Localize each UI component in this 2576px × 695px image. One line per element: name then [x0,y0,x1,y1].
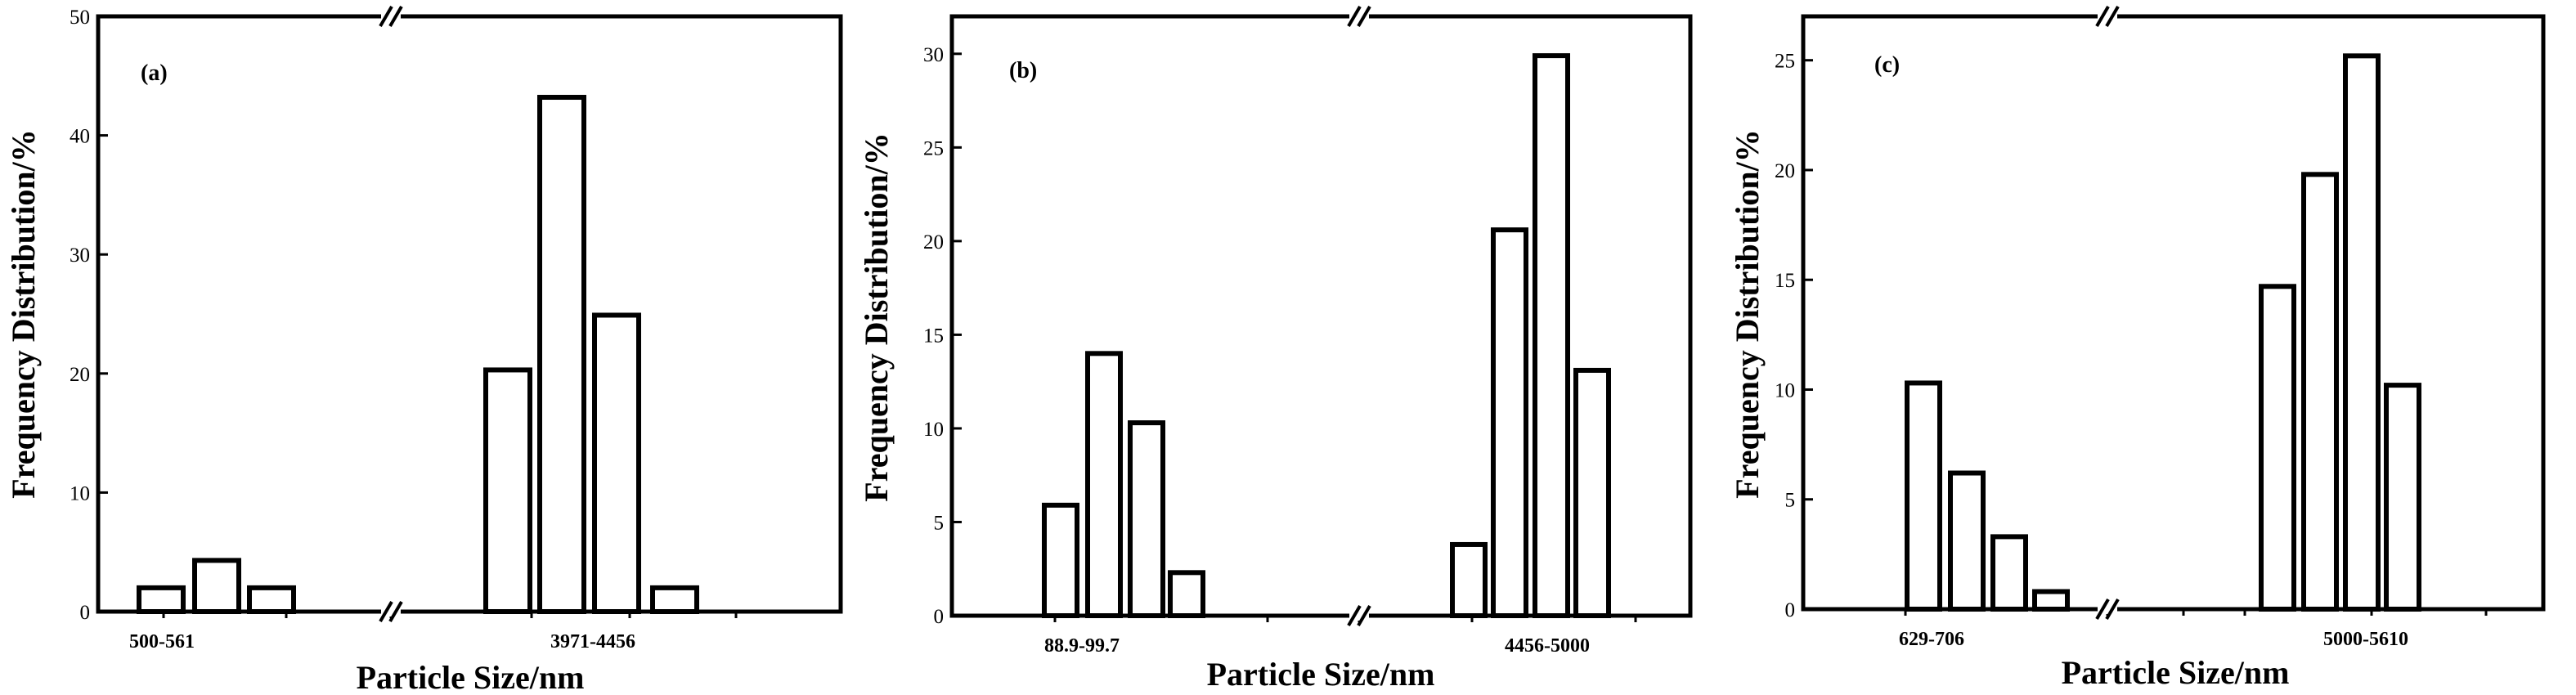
plot-frame [949,14,1693,618]
y-tick-label: 50 [70,7,90,29]
axis-break-slash [379,600,393,623]
bar [192,558,241,615]
x-category-label: 629-706 [1899,629,1964,650]
axis-break-slash [2105,598,2120,621]
y-tick-label: 5 [934,512,945,534]
y-axis-title: Frequency Distribution/% [1729,129,1766,499]
y-tick-label: 0 [80,602,91,624]
bar [1948,470,1986,612]
bar [1128,420,1165,618]
chart-panel-a: 0 10 20 30 40 50 500-561 3971-4456 (a) Particle S… [5,5,843,695]
y-tick-label: 15 [1775,270,1795,292]
axis-break-slash [1347,5,1362,28]
axis-break-top [1347,5,1371,28]
axis-break-slash [2095,5,2110,28]
x-category-label: 5000-5610 [2323,629,2408,650]
x-category-label: 4456-5000 [1505,635,1590,657]
y-tick-label: 10 [923,419,944,441]
y-axis-title: Frequency Distribution/% [858,132,895,502]
bar [2384,383,2421,612]
bar [592,312,641,614]
axis-break-slash [1347,604,1362,627]
y-tick-label: 30 [70,244,90,267]
bar [650,585,699,615]
axis-break-slash [1357,604,1371,627]
bar [2259,284,2296,612]
axis-break-bottom [2095,598,2120,621]
axis-break-top [2095,5,2120,28]
bar [1533,53,1570,618]
y-tick-label: 30 [923,44,944,66]
y-tick-label: 20 [923,231,944,253]
bar [2032,589,2070,612]
bar [1905,380,1942,612]
axis-break-top [379,5,403,28]
bar [1990,534,2028,612]
y-tick-label: 10 [70,482,90,504]
chart-panel-b: 0 5 10 15 20 25 30 88.9-99.7 4456-5000 (b) Particl… [858,5,1693,693]
y-tick-label: 15 [923,325,944,347]
bar [137,585,186,615]
bar [537,95,586,615]
bar [247,585,296,615]
y-tick-label: 0 [934,606,945,628]
axis-break-bottom [1347,604,1371,627]
axis-break-slash [1357,5,1371,28]
axis-break-slash [2105,5,2120,28]
axis-break-slash [388,5,403,28]
y-axis-title: Frequency Distribution/% [5,129,42,499]
bar [483,367,532,614]
x-axis-title: Particle Size/nm [1207,656,1435,693]
panel-label: (a) [141,61,168,86]
y-tick-label: 25 [1775,51,1795,73]
x-axis-title: Particle Size/nm [2062,654,2290,691]
panel-label: (c) [1874,52,1900,78]
y-tick-label: 25 [923,137,944,159]
x-category-label: 3971-4456 [550,631,635,652]
bar [1085,351,1123,618]
y-tick-label: 10 [1775,379,1795,401]
bar [2301,172,2339,612]
y-tick-label: 20 [70,364,90,386]
chart-panel-c: 0 5 10 15 20 25 629-706 5000-5610 (c) Particle Si… [1729,5,2546,691]
panel-label: (b) [1009,58,1037,83]
plot-frame [1801,14,2546,612]
axis-break-slash [2095,598,2110,621]
y-tick-label: 40 [70,126,90,148]
axis-break-slash [388,600,403,623]
bar [1491,227,1528,618]
x-axis-title: Particle Size/nm [357,659,585,695]
plot-frame [96,14,843,614]
bar [1168,570,1205,618]
bar [1573,367,1611,618]
bar [2343,53,2381,612]
y-tick-label: 5 [1785,490,1796,512]
axis-break-slash [379,5,393,28]
x-category-label: 88.9-99.7 [1044,635,1120,657]
bar [1042,502,1079,619]
y-tick-label: 20 [1775,160,1795,182]
x-category-label: 500-561 [129,631,195,652]
bar [1450,541,1488,618]
axis-break-bottom [379,600,403,623]
y-tick-label: 0 [1785,599,1796,621]
